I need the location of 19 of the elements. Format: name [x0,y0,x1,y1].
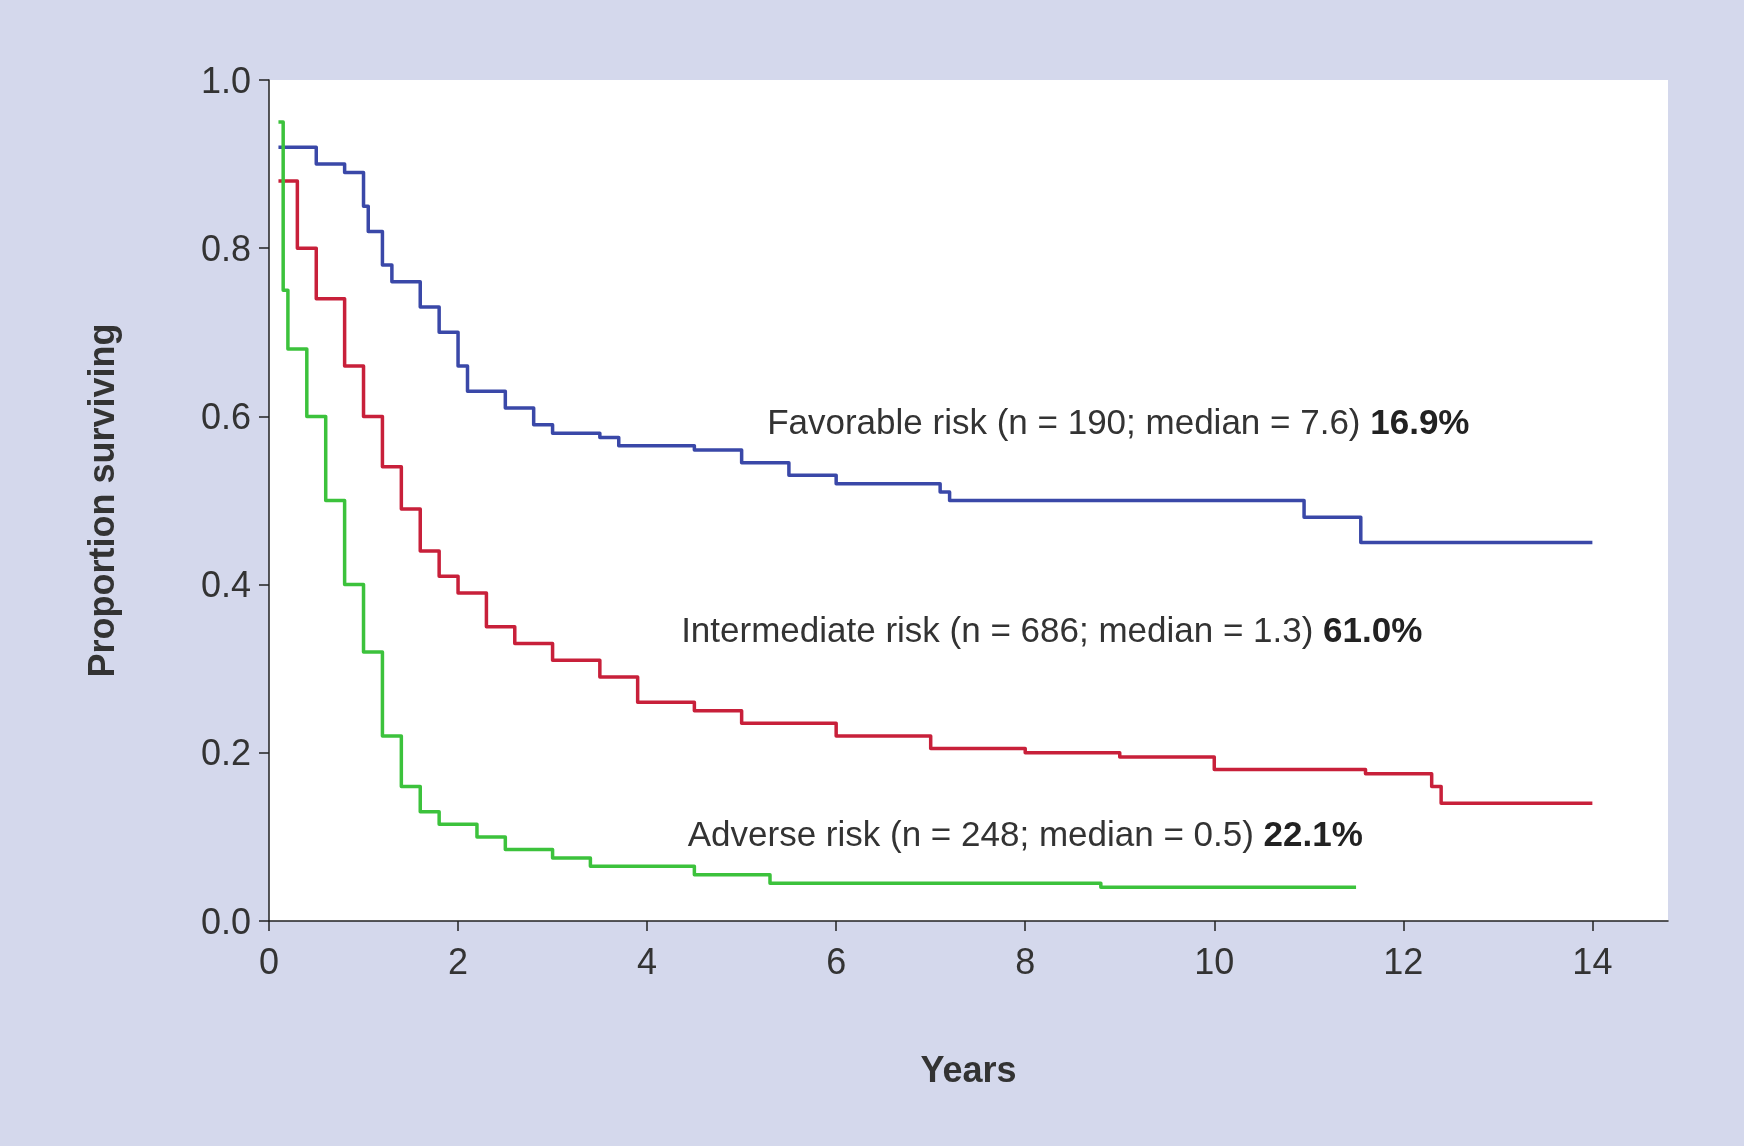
y-tick-label: 0.4 [200,564,251,606]
y-tick-label: 0.2 [200,732,251,774]
y-tick-label: 0.0 [200,900,251,942]
series-label: Intermediate risk (n = 686; median = 1.3) 61.0% [681,609,1423,649]
x-tick-label: 0 [258,940,280,982]
x-tick-label: 10 [1194,940,1235,982]
series-label: Adverse risk (n = 248; median = 0.5) 22.1% [687,814,1363,854]
x-tick-label: 6 [826,940,847,982]
series-label: Favorable risk (n = 190; median = 7.6) 16.9% [767,401,1470,441]
x-tick-label: 4 [637,940,658,982]
x-tick-label: 8 [1015,940,1036,982]
y-tick-label: 1.0 [200,59,251,101]
x-tick-label: 2 [448,940,469,982]
y-tick-label: 0.8 [200,227,251,269]
x-tick-label: 12 [1383,940,1424,982]
y-axis-title: Proportion surviving [80,323,122,678]
x-axis-title: Years [920,1048,1017,1090]
x-tick-label: 14 [1572,940,1613,982]
y-tick-label: 0.6 [200,395,251,437]
